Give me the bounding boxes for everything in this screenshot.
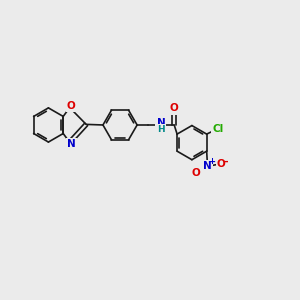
Text: N: N [203, 161, 212, 171]
Text: H: H [157, 124, 165, 134]
Text: Cl: Cl [212, 124, 224, 134]
Text: O: O [217, 158, 226, 169]
Text: N: N [67, 140, 76, 149]
Text: O: O [67, 100, 76, 110]
Text: O: O [192, 168, 200, 178]
Text: O: O [170, 103, 178, 113]
Text: +: + [208, 157, 215, 166]
Text: -: - [223, 157, 228, 167]
Text: N: N [157, 118, 165, 128]
